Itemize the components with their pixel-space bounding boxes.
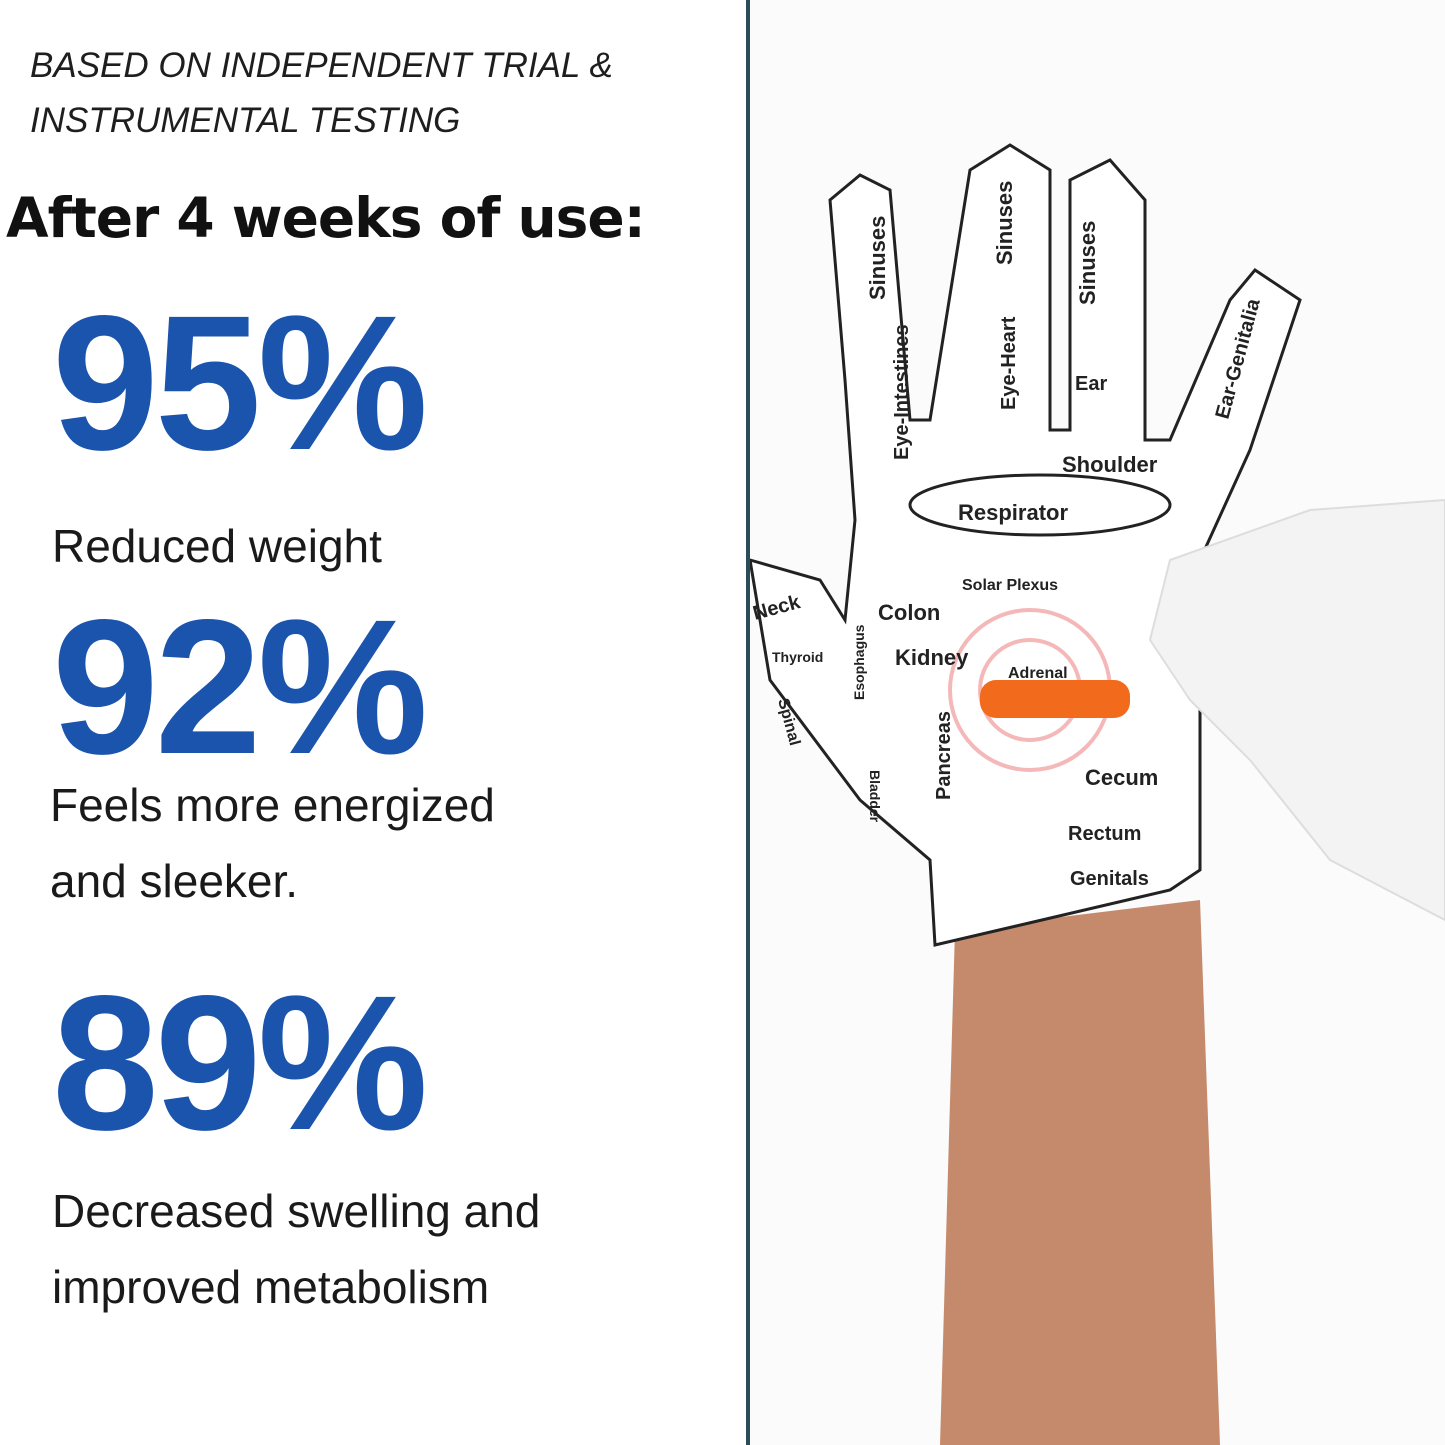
glove-label: Adrenal: [1008, 665, 1068, 682]
stat-value-3: 89%: [52, 955, 428, 1170]
glove-label: Kidney: [895, 645, 969, 670]
glove-label: Respirator: [958, 500, 1068, 525]
testing-note-line-1: BASED ON INDEPENDENT TRIAL &: [30, 46, 613, 85]
stat-desc-line: Feels more energized: [50, 779, 495, 831]
stat-value-1: 95%: [52, 275, 428, 490]
glove-label: Sinuses: [1075, 221, 1100, 305]
glove-label: Eye-Intestines: [891, 324, 913, 460]
stat-desc-3: Decreased swelling and improved metaboli…: [52, 1173, 540, 1325]
arm: [940, 900, 1220, 1445]
testing-note-line-2: INSTRUMENTAL TESTING: [30, 101, 461, 140]
glove-label: Sinuses: [992, 181, 1017, 265]
glove-label: Pancreas: [933, 711, 955, 800]
glove-label: Bladder: [867, 770, 883, 823]
glove-label: Genitals: [1070, 868, 1149, 890]
stat-desc-2: Feels more energized and sleeker.: [50, 767, 495, 919]
divider: [746, 0, 750, 1445]
glove-label: Rectum: [1068, 823, 1141, 845]
glove-label: Cecum: [1085, 765, 1158, 790]
second-hand: [1148, 498, 1445, 922]
glove-label: Shoulder: [1062, 452, 1158, 477]
glove-label: Colon: [878, 600, 940, 625]
glove-label: Eye-Heart: [998, 316, 1020, 410]
stat-desc-line: Reduced weight: [52, 520, 382, 572]
glove-label: Thyroid: [772, 649, 823, 665]
glove-label: Sinuses: [865, 216, 890, 300]
heading: After 4 weeks of use:: [6, 186, 646, 250]
reflexology-glove-photo: Sinuses Sinuses Sinuses Eye-Intestines E…: [750, 0, 1445, 1445]
massage-tool: [980, 680, 1130, 718]
testing-note: BASED ON INDEPENDENT TRIAL & INSTRUMENTA…: [30, 38, 613, 148]
glove-label: Esophagus: [851, 624, 867, 700]
stat-desc-1: Reduced weight: [52, 508, 382, 584]
stat-value-2: 92%: [52, 579, 428, 794]
stat-desc-line: improved metabolism: [52, 1261, 490, 1313]
stat-desc-line: and sleeker.: [50, 855, 299, 907]
stat-desc-line: Decreased swelling and: [52, 1185, 541, 1237]
glove-label: Ear: [1075, 373, 1107, 395]
glove: [750, 143, 1302, 947]
glove-label: Solar Plexus: [962, 577, 1058, 594]
